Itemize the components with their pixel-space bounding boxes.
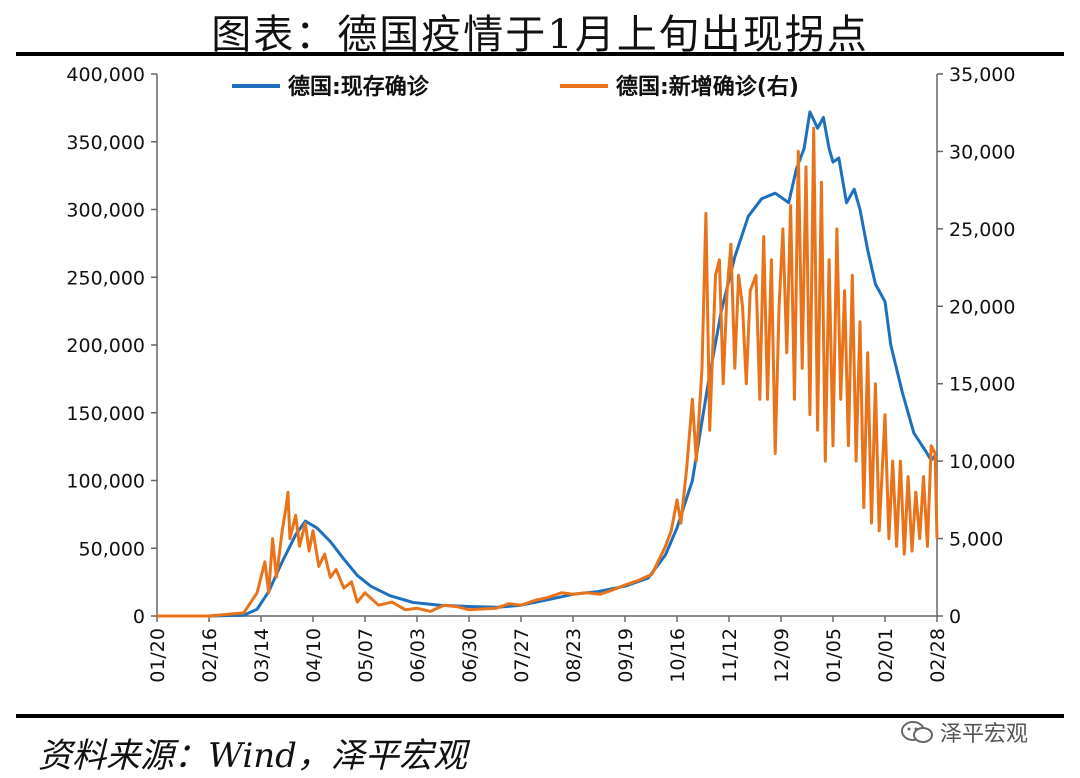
bottom-rule: [16, 714, 1064, 718]
y-left-tick-label: 100,000: [66, 471, 145, 493]
x-tick-label: 10/16: [667, 628, 689, 683]
y-right-tick-label: 35,000: [949, 64, 1015, 86]
y-right-tick-label: 15,000: [949, 374, 1015, 396]
chart-series-layer: [157, 110, 939, 618]
x-tick-label: 01/20: [147, 628, 169, 683]
y-right-tick-label: 10,000: [949, 451, 1015, 473]
y-left-tick-label: 400,000: [66, 64, 145, 86]
chart-axes: 0 50,000 100,000 150,000 200,000 250,000 300,0…: [66, 64, 1015, 683]
source-note: 资料来源：Wind，泽平宏观: [38, 736, 467, 776]
x-tick-label: 09/19: [615, 628, 637, 683]
x-tick-label: 04/10: [303, 628, 325, 683]
y-left-tick-label: 350,000: [66, 132, 145, 154]
chart-legend: 德国:现存确诊 德国:新增确诊(右): [232, 74, 799, 100]
wechat-icon: [901, 721, 933, 743]
x-tick-label: 01/05: [823, 628, 845, 683]
x-tick-label: 06/03: [407, 628, 429, 683]
x-tick-label: 08/23: [563, 628, 585, 683]
y-left-tick-label: 200,000: [66, 335, 145, 357]
series-line-new-cases: [157, 126, 939, 618]
series-line-active-cases: [157, 110, 939, 618]
y-right-tick-label: 5,000: [949, 529, 1003, 551]
y-right-tick-label: 0: [949, 606, 961, 628]
x-tick-label: 02/01: [875, 628, 897, 683]
x-tick-label: 03/14: [251, 628, 273, 683]
watermark: 泽平宏观: [900, 716, 1028, 748]
x-tick-label: 02/28: [927, 628, 949, 683]
x-tick-label: 05/07: [355, 628, 377, 683]
y-right-tick-label: 25,000: [949, 219, 1015, 241]
y-left-tick-label: 150,000: [66, 403, 145, 425]
chart: 0 50,000 100,000 150,000 200,000 250,000 300,0…: [66, 64, 1015, 683]
legend-label-new-cases: 德国:新增确诊(右): [616, 74, 799, 100]
top-rule: [16, 52, 1064, 56]
y-left-tick-label: 250,000: [66, 267, 145, 289]
x-tick-label: 02/16: [199, 628, 221, 683]
legend-label-active-cases: 德国:现存确诊: [288, 74, 430, 100]
y-right-tick-label: 20,000: [949, 296, 1015, 318]
y-left-tick-label: 50,000: [79, 538, 145, 560]
y-left-tick-label: 0: [133, 606, 145, 628]
y-right-tick-label: 30,000: [949, 141, 1015, 163]
y-left-tick-label: 300,000: [66, 200, 145, 222]
x-tick-label: 12/09: [771, 628, 793, 683]
watermark-text: 泽平宏观: [940, 722, 1029, 747]
x-tick-label: 06/30: [459, 628, 481, 683]
x-tick-label: 11/12: [719, 628, 741, 683]
x-tick-label: 07/27: [511, 628, 533, 683]
page-title: 图表：德国疫情于1月上旬出现拐点: [211, 12, 869, 58]
